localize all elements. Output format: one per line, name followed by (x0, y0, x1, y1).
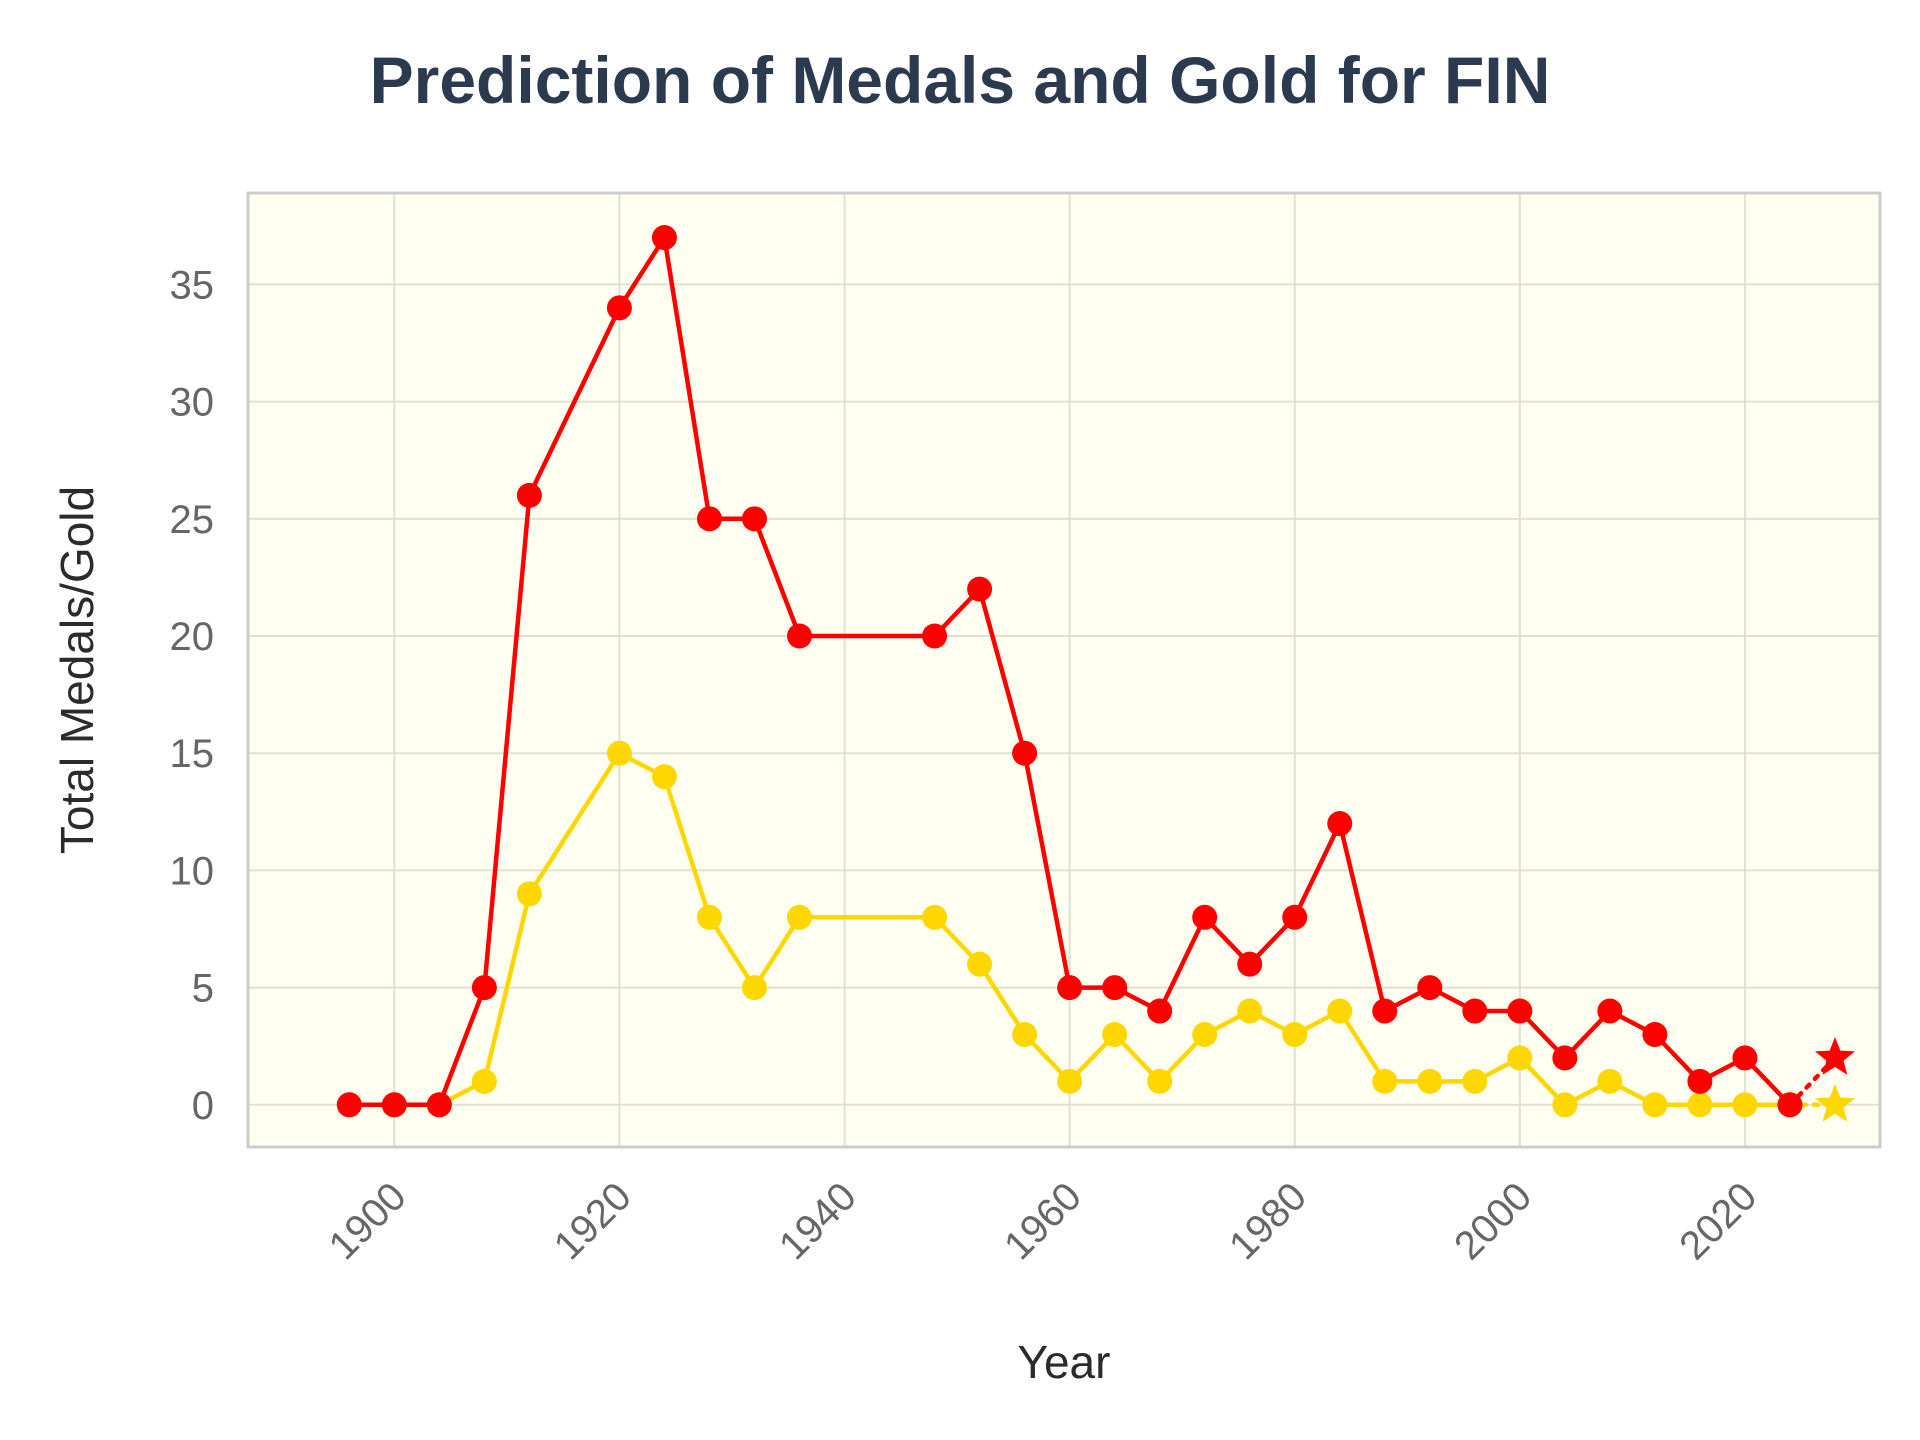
data-point (1462, 1068, 1488, 1094)
y-tick-label: 10 (170, 849, 215, 893)
y-tick-label: 35 (170, 263, 215, 307)
data-point (1552, 1092, 1578, 1118)
data-point (1462, 998, 1488, 1024)
x-axis-title: Year (1018, 1336, 1111, 1388)
data-point (381, 1092, 407, 1118)
data-point (1732, 1045, 1758, 1071)
data-point (1687, 1092, 1713, 1118)
data-point (1237, 951, 1263, 977)
data-point (696, 904, 722, 930)
data-point (741, 975, 767, 1001)
x-tick-label: 1960 (996, 1174, 1090, 1268)
y-tick-label: 20 (170, 615, 215, 659)
data-point (696, 506, 722, 532)
data-point (1552, 1045, 1578, 1071)
ticks: 1900 1920 1940 1960 1980 2000 2020 0 5 10 15 20 25 30… (170, 263, 1766, 1268)
data-point (1057, 1068, 1083, 1094)
x-tick-label: 1920 (546, 1174, 640, 1268)
y-tick-label: 0 (192, 1084, 214, 1128)
data-point (1192, 904, 1218, 930)
series-group (336, 225, 1855, 1118)
plot-area (248, 193, 1880, 1147)
data-point (1597, 1068, 1623, 1094)
data-point (787, 904, 813, 930)
data-point (1102, 1021, 1128, 1047)
x-tick-label: 1900 (321, 1174, 415, 1268)
y-axis-title: Total Medals/Gold (51, 486, 103, 854)
data-point (606, 295, 632, 321)
y-tick-label: 30 (170, 381, 215, 425)
data-point (1147, 1068, 1173, 1094)
prediction-star-marker (1815, 1036, 1855, 1075)
chart-title: Prediction of Medals and Gold for FIN (369, 43, 1551, 117)
data-point (1327, 811, 1353, 837)
data-point (1012, 740, 1038, 766)
data-point (741, 506, 767, 532)
data-point (1192, 1021, 1218, 1047)
data-point (1507, 1045, 1533, 1071)
data-point (516, 482, 542, 508)
y-tick-label: 5 (192, 967, 214, 1011)
data-point (1507, 998, 1533, 1024)
prediction-star-marker (1815, 1083, 1855, 1122)
data-point (606, 740, 632, 766)
data-point (787, 623, 813, 649)
series (336, 225, 1855, 1122)
data-point (1687, 1068, 1713, 1094)
data-point (1012, 1021, 1038, 1047)
data-point (1327, 998, 1353, 1024)
data-point (651, 764, 677, 790)
data-point (1282, 904, 1308, 930)
data-point (922, 904, 948, 930)
data-point (651, 225, 677, 251)
data-point (1417, 975, 1443, 1001)
data-point (1372, 998, 1398, 1024)
plot-frame (246, 191, 1882, 1149)
data-point (1597, 998, 1623, 1024)
x-tick-label: 1980 (1221, 1174, 1315, 1268)
data-point (1372, 1068, 1398, 1094)
x-tick-label: 2000 (1446, 1174, 1540, 1268)
data-point (1642, 1092, 1668, 1118)
data-point (1282, 1021, 1308, 1047)
data-point (967, 576, 993, 602)
data-point (1147, 998, 1173, 1024)
y-tick-label: 15 (170, 732, 215, 776)
grid (248, 193, 1880, 1147)
data-point (336, 1092, 362, 1118)
x-tick-label: 1940 (771, 1174, 865, 1268)
data-point (1237, 998, 1263, 1024)
data-point (471, 975, 497, 1001)
data-point (471, 1068, 497, 1094)
data-point (1642, 1021, 1668, 1047)
data-point (922, 623, 948, 649)
data-point (1417, 1068, 1443, 1094)
data-point (1057, 975, 1083, 1001)
data-point (967, 951, 993, 977)
data-point (1732, 1092, 1758, 1118)
data-point (1102, 975, 1128, 1001)
data-point (516, 881, 542, 907)
data-point (426, 1092, 452, 1118)
y-tick-label: 25 (170, 498, 215, 542)
x-tick-label: 2020 (1671, 1174, 1765, 1268)
